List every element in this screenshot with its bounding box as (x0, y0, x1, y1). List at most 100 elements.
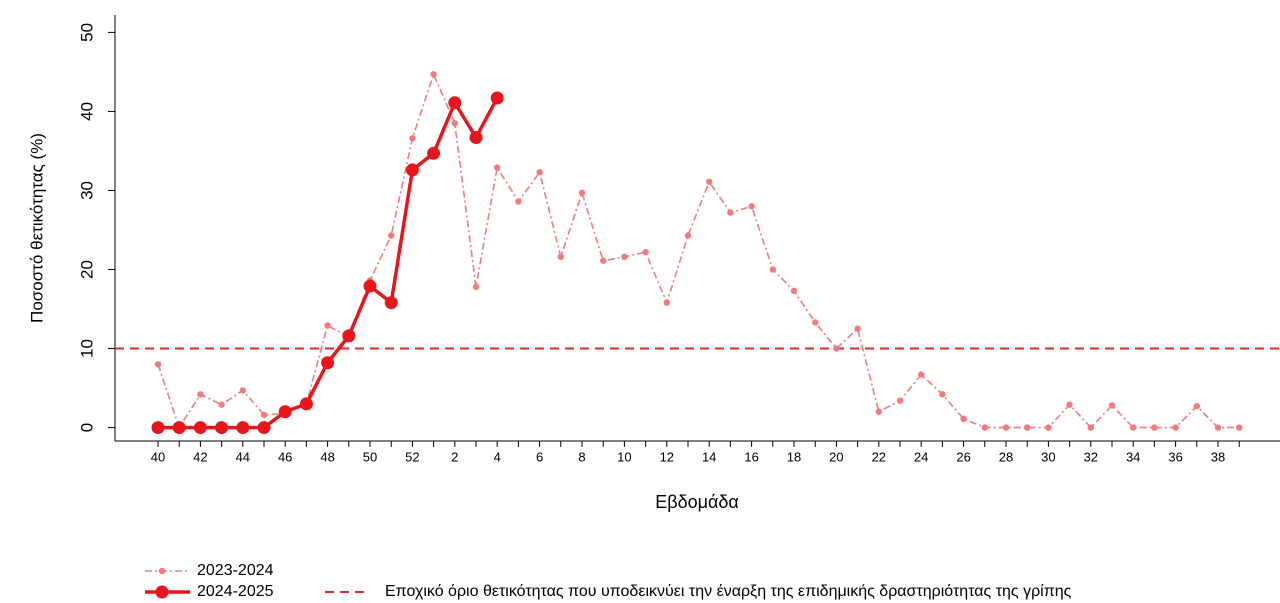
data-point (236, 421, 250, 435)
x-tick-label: 52 (405, 449, 419, 464)
y-axis-label: Ποσοστό θετικότητας (%) (27, 133, 46, 323)
x-tick-label: 28 (999, 449, 1013, 464)
y-tick-label: 0 (77, 423, 96, 432)
x-tick-label: 42 (193, 449, 207, 464)
data-point (1151, 424, 1158, 431)
x-tick-label: 2 (451, 449, 458, 464)
data-point (621, 253, 628, 261)
data-point (239, 387, 246, 394)
data-point (1172, 424, 1179, 431)
y-tick-label: 10 (77, 339, 96, 358)
data-point (790, 287, 798, 295)
data-point (409, 135, 416, 142)
x-tick-label: 14 (702, 449, 716, 464)
data-point (557, 253, 564, 261)
x-tick-label: 6 (536, 449, 543, 464)
data-point (684, 232, 692, 239)
data-point (515, 198, 522, 205)
x-tick-label: 20 (829, 449, 843, 464)
data-point (324, 322, 331, 329)
series-line (157, 73, 1240, 429)
data-point (388, 232, 395, 239)
legend-marker (155, 585, 169, 599)
data-point (154, 361, 162, 368)
x-tick-label: 12 (660, 449, 674, 464)
data-point (1002, 424, 1010, 431)
x-tick-label: 26 (956, 449, 970, 464)
y-tick-label: 30 (77, 181, 96, 200)
data-point (918, 371, 925, 378)
data-point (1108, 402, 1116, 409)
data-point (448, 96, 462, 110)
data-point (172, 421, 186, 435)
y-tick-label: 40 (77, 102, 96, 121)
y-tick-label: 20 (77, 260, 96, 279)
data-point (494, 164, 501, 171)
data-point (197, 391, 204, 398)
x-tick-label: 32 (1084, 449, 1098, 464)
x-tick-label: 8 (578, 449, 585, 464)
y-tick-label: 50 (77, 23, 96, 42)
x-tick-label: 48 (320, 449, 334, 464)
data-point (151, 421, 165, 435)
x-tick-label: 50 (363, 449, 377, 464)
data-point (384, 296, 398, 310)
series-line (158, 97, 499, 430)
data-point (430, 71, 437, 78)
data-point (536, 169, 543, 176)
data-point (854, 325, 861, 332)
data-point (1045, 424, 1052, 431)
data-point (600, 257, 607, 264)
x-tick-label: 36 (1168, 449, 1182, 464)
data-point (472, 283, 480, 291)
x-tick-label: 40 (151, 449, 165, 464)
x-tick-label: 16 (744, 449, 758, 464)
legend-label: 2024-2025 (197, 583, 274, 600)
data-point (1023, 424, 1031, 431)
data-point (960, 415, 967, 423)
data-point (727, 209, 734, 216)
data-point (299, 397, 313, 411)
x-tick-label: 10 (617, 449, 631, 464)
data-point (405, 163, 419, 177)
data-point (218, 401, 225, 408)
x-tick-label: 38 (1211, 449, 1225, 464)
data-point (257, 421, 271, 435)
data-point (939, 391, 946, 398)
legend-label: Εποχικό όριο θετικότητας που υποδεικνύει… (385, 583, 1072, 600)
data-point (278, 405, 292, 419)
data-point (706, 178, 713, 185)
data-point (896, 397, 904, 404)
x-tick-label: 18 (787, 449, 801, 464)
data-point (1087, 424, 1095, 431)
data-point (451, 120, 458, 127)
data-point (469, 131, 483, 145)
x-tick-label: 44 (236, 449, 250, 464)
data-point (260, 411, 268, 419)
data-point (875, 408, 882, 415)
data-point (578, 189, 586, 197)
x-tick-label: 24 (914, 449, 928, 464)
data-point (769, 266, 776, 273)
data-point (642, 248, 649, 256)
data-point (342, 329, 356, 343)
x-axis-label: Εβδομάδα (655, 492, 739, 512)
data-point (1236, 424, 1243, 431)
data-point (1193, 403, 1201, 410)
data-point (490, 91, 504, 105)
data-point (363, 279, 377, 293)
legend-marker (158, 567, 166, 575)
x-tick-label: 34 (1126, 449, 1140, 464)
legend-label: 2023-2024 (197, 562, 274, 579)
data-point (663, 299, 670, 306)
data-point (812, 319, 819, 326)
x-tick-label: 4 (494, 449, 501, 464)
x-tick-label: 30 (1041, 449, 1055, 464)
x-tick-label: 46 (278, 449, 292, 464)
data-point (1130, 424, 1137, 431)
x-tick-label: 22 (872, 449, 886, 464)
data-point (833, 345, 840, 352)
data-point (427, 146, 441, 160)
data-point (215, 421, 229, 435)
